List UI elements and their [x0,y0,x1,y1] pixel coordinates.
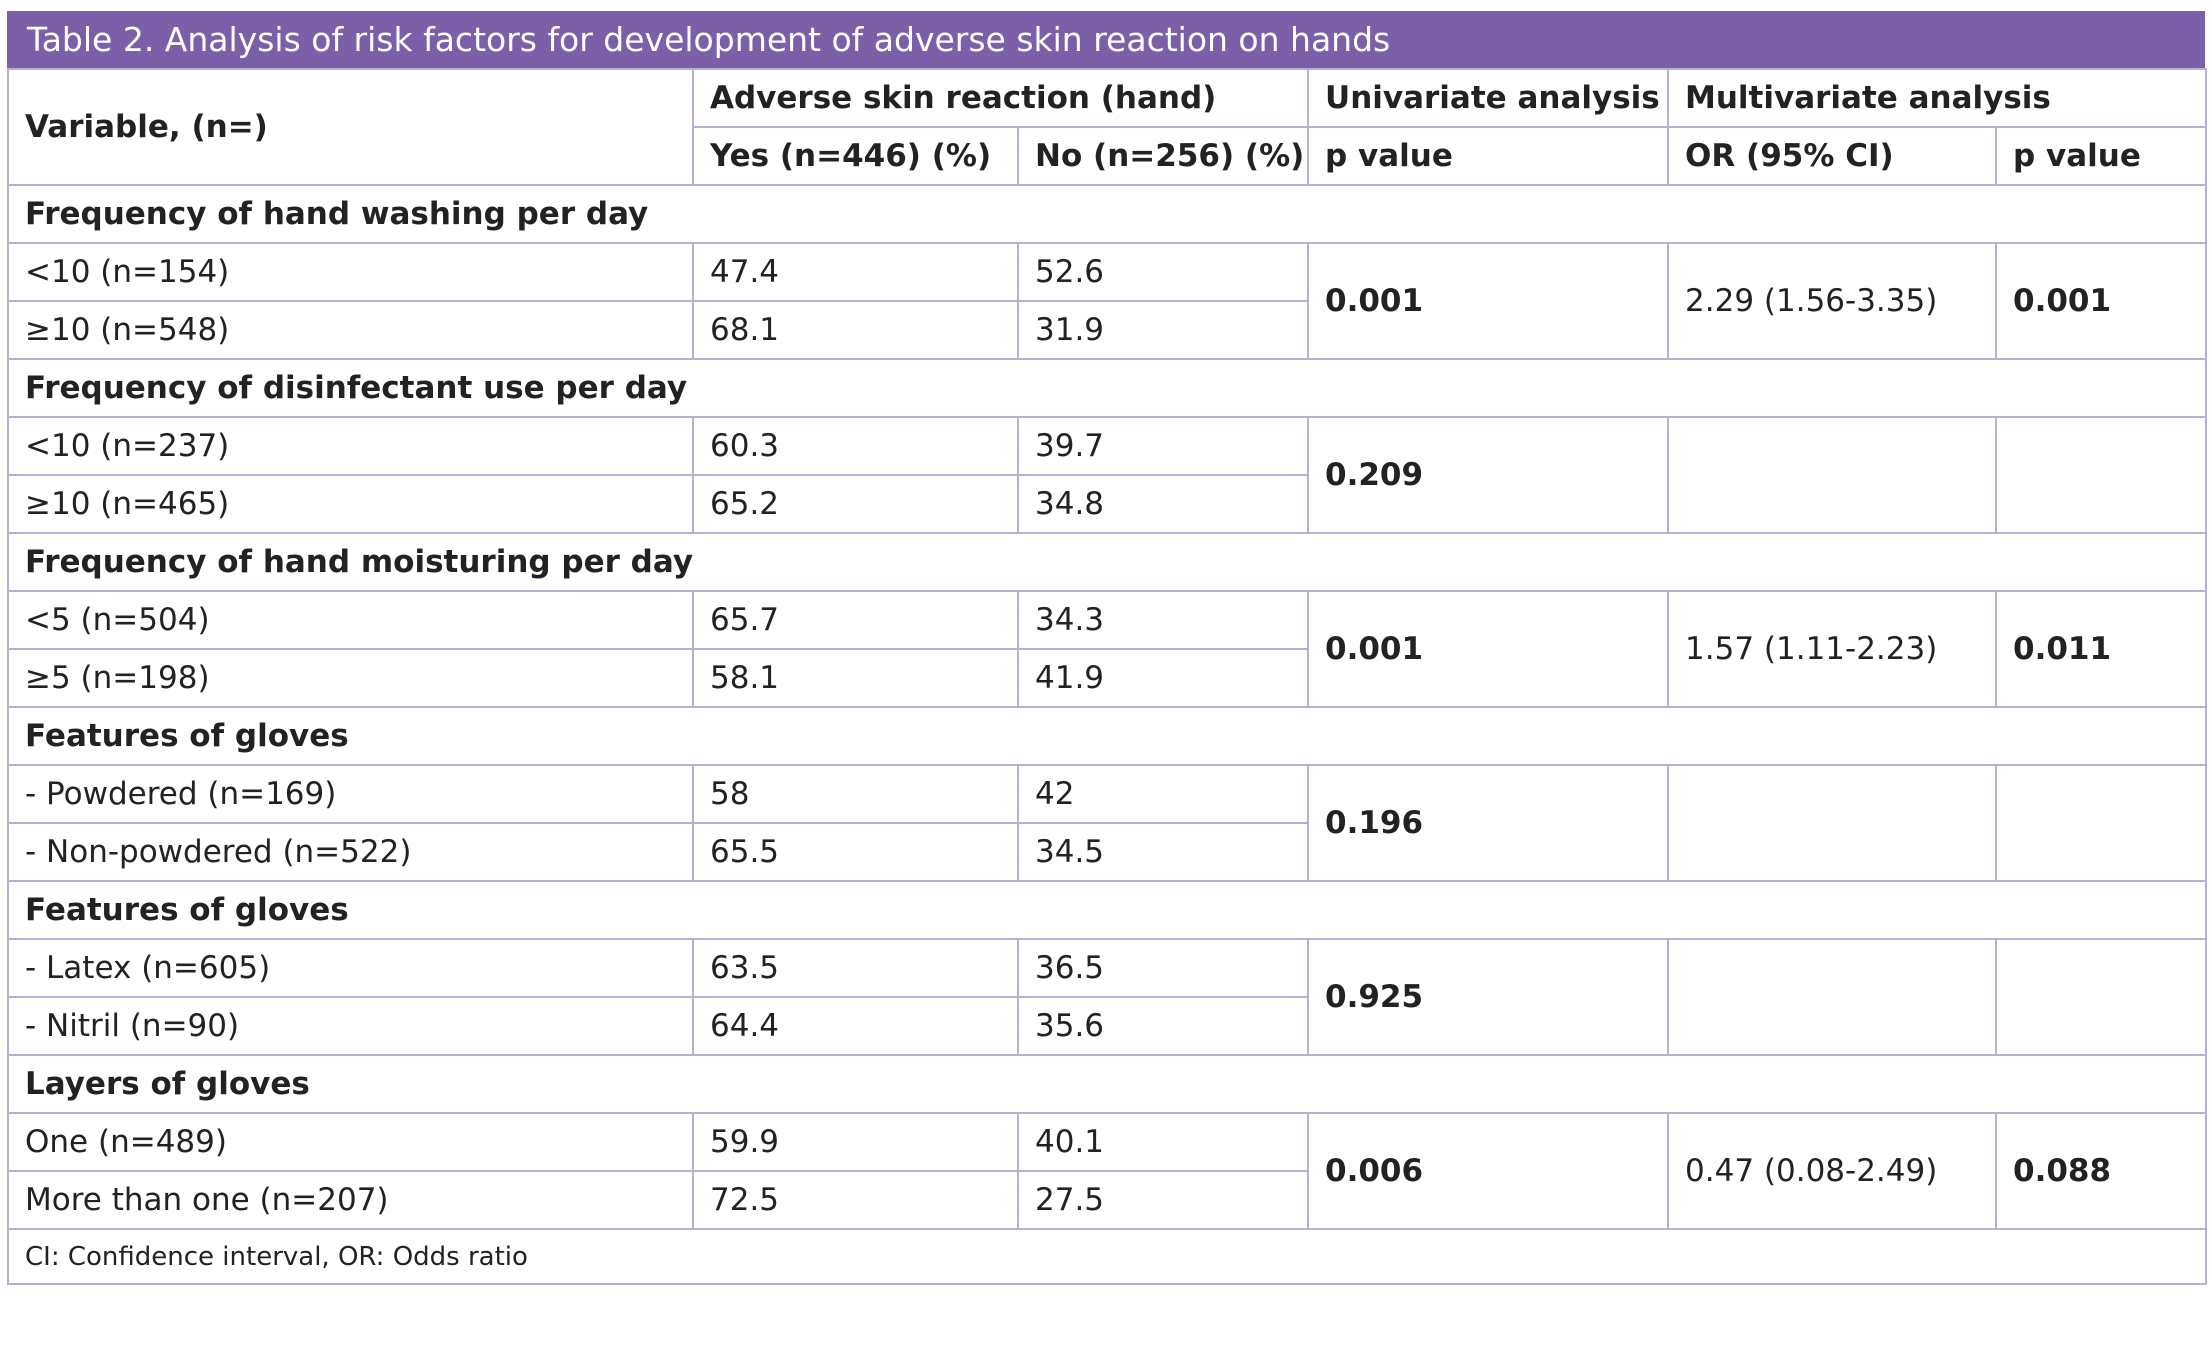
header-cell: p value [1307,126,1670,186]
univariate-p: 0.209 [1307,416,1670,534]
univariate-p: 0.006 [1307,1112,1670,1230]
cell: 52.6 [1016,242,1310,302]
section-title: Features of gloves [6,706,2208,766]
table-row: - Nitril (n=90) 64.4 35.6 [7,996,2206,1056]
table-row: Yes (n=446) (%) No (n=256) (%) p value OR (… [8,126,2208,186]
header-cell: Adverse skin reaction (hand) [691,68,1310,128]
univariate-p: 0.925 [1307,938,1670,1056]
row-label: One (n=489) [7,1112,694,1172]
row-label: - Latex (n=605) [7,938,694,998]
odds-ratio [1667,938,1998,1056]
cell: 36.5 [1016,938,1310,998]
header-cell: Multivariate analysis [1667,68,2208,128]
cell: 64.4 [692,996,1019,1056]
cell: 42 [1016,764,1310,824]
header-cell: OR (95% CI) [1667,126,1998,186]
table-row: - Non-powdered (n=522) 65.5 34.5 [7,822,2206,882]
row-label: - Non-powdered (n=522) [7,822,694,882]
multivariate-p: 0.088 [1995,1112,2208,1230]
header-cell: No (n=256) (%) [1016,126,1310,186]
header-cell: p value [1995,126,2208,186]
cell: 31.9 [1016,300,1310,360]
table-title: Table 2. Analysis of risk factors for de… [7,11,2205,68]
cell: 65.7 [692,590,1019,650]
odds-ratio: 2.29 (1.56-3.35) [1667,242,1998,360]
header-cell: Univariate analysis [1307,68,1670,128]
header-cell: Variable, (n=) [7,68,694,186]
table-row: Features of gloves [6,880,2208,940]
section-title: Frequency of hand moisturing per day [6,532,2208,592]
table-row: <10 (n=154) 47.4 52.6 0.001 2.29 (1.56-3.35)… [7,242,2208,360]
section-title: Layers of gloves [6,1054,2208,1114]
row-label: - Nitril (n=90) [7,996,694,1056]
cell: 60.3 [692,416,1019,476]
multivariate-p [1995,764,2208,882]
table-row: Frequency of disinfectant use per day [6,358,2208,418]
table-row: <10 (n=237) 60.3 39.7 0.209 [7,416,2208,534]
table-row: Variable, (n=) Adverse skin reaction (han… [7,68,2208,186]
header-cell: Yes (n=446) (%) [692,126,1019,186]
table-row: One (n=489) 59.9 40.1 0.006 0.47 (0.08-2.49)… [7,1112,2208,1230]
table-row: Frequency of hand moisturing per day [6,532,2208,592]
table-row: Layers of gloves [6,1054,2208,1114]
table-row: ≥10 (n=465) 65.2 34.8 [7,474,2206,534]
cell: 35.6 [1016,996,1310,1056]
cell: 65.2 [692,474,1019,534]
odds-ratio: 0.47 (0.08-2.49) [1667,1112,1998,1230]
section-title: Frequency of disinfectant use per day [6,358,2208,418]
section-title: Frequency of hand washing per day [6,184,2208,244]
table-row: ≥5 (n=198) 58.1 41.9 [7,648,2206,708]
footnote: CI: Confidence interval, OR: Odds ratio [6,1228,2208,1285]
cell: 58.1 [692,648,1019,708]
univariate-p: 0.196 [1307,764,1670,882]
multivariate-p [1995,416,2208,534]
odds-ratio: 1.57 (1.11-2.23) [1667,590,1998,708]
univariate-p: 0.001 [1307,242,1670,360]
row-label: More than one (n=207) [7,1170,694,1230]
multivariate-p: 0.011 [1995,590,2208,708]
multivariate-p [1995,938,2208,1056]
table-row: <5 (n=504) 65.7 34.3 0.001 1.57 (1.11-2.23) 0… [7,590,2208,708]
odds-ratio [1667,416,1998,534]
cell: 63.5 [692,938,1019,998]
univariate-p: 0.001 [1307,590,1670,708]
cell: 39.7 [1016,416,1310,476]
table-row: - Latex (n=605) 63.5 36.5 0.925 [7,938,2208,1056]
cell: 68.1 [692,300,1019,360]
cell: 34.8 [1016,474,1310,534]
cell: 59.9 [692,1112,1019,1172]
table-row: ≥10 (n=548) 68.1 31.9 [7,300,2206,360]
row-label: ≥10 (n=465) [7,474,694,534]
odds-ratio [1667,764,1998,882]
row-label: <10 (n=154) [7,242,694,302]
cell: 41.9 [1016,648,1310,708]
table-row: CI: Confidence interval, OR: Odds ratio [6,1228,2208,1285]
cell: 72.5 [692,1170,1019,1230]
row-label: ≥10 (n=548) [7,300,694,360]
row-label: <5 (n=504) [7,590,694,650]
table-row: Frequency of hand washing per day [6,184,2208,244]
row-label: ≥5 (n=198) [7,648,694,708]
cell: 40.1 [1016,1112,1310,1172]
cell: 65.5 [692,822,1019,882]
multivariate-p: 0.001 [1995,242,2208,360]
row-label: - Powdered (n=169) [7,764,694,824]
section-title: Features of gloves [6,880,2208,940]
cell: 34.3 [1016,590,1310,650]
table-row: - Powdered (n=169) 58 42 0.196 [7,764,2208,882]
cell: 58 [692,764,1019,824]
row-label: <10 (n=237) [7,416,694,476]
cell: 27.5 [1016,1170,1310,1230]
table-row: More than one (n=207) 72.5 27.5 [7,1170,2206,1230]
cell: 47.4 [692,242,1019,302]
cell: 34.5 [1016,822,1310,882]
table: Variable, (n=) Adverse skin reaction (han… [6,68,2208,1285]
table-row: Features of gloves [6,706,2208,766]
